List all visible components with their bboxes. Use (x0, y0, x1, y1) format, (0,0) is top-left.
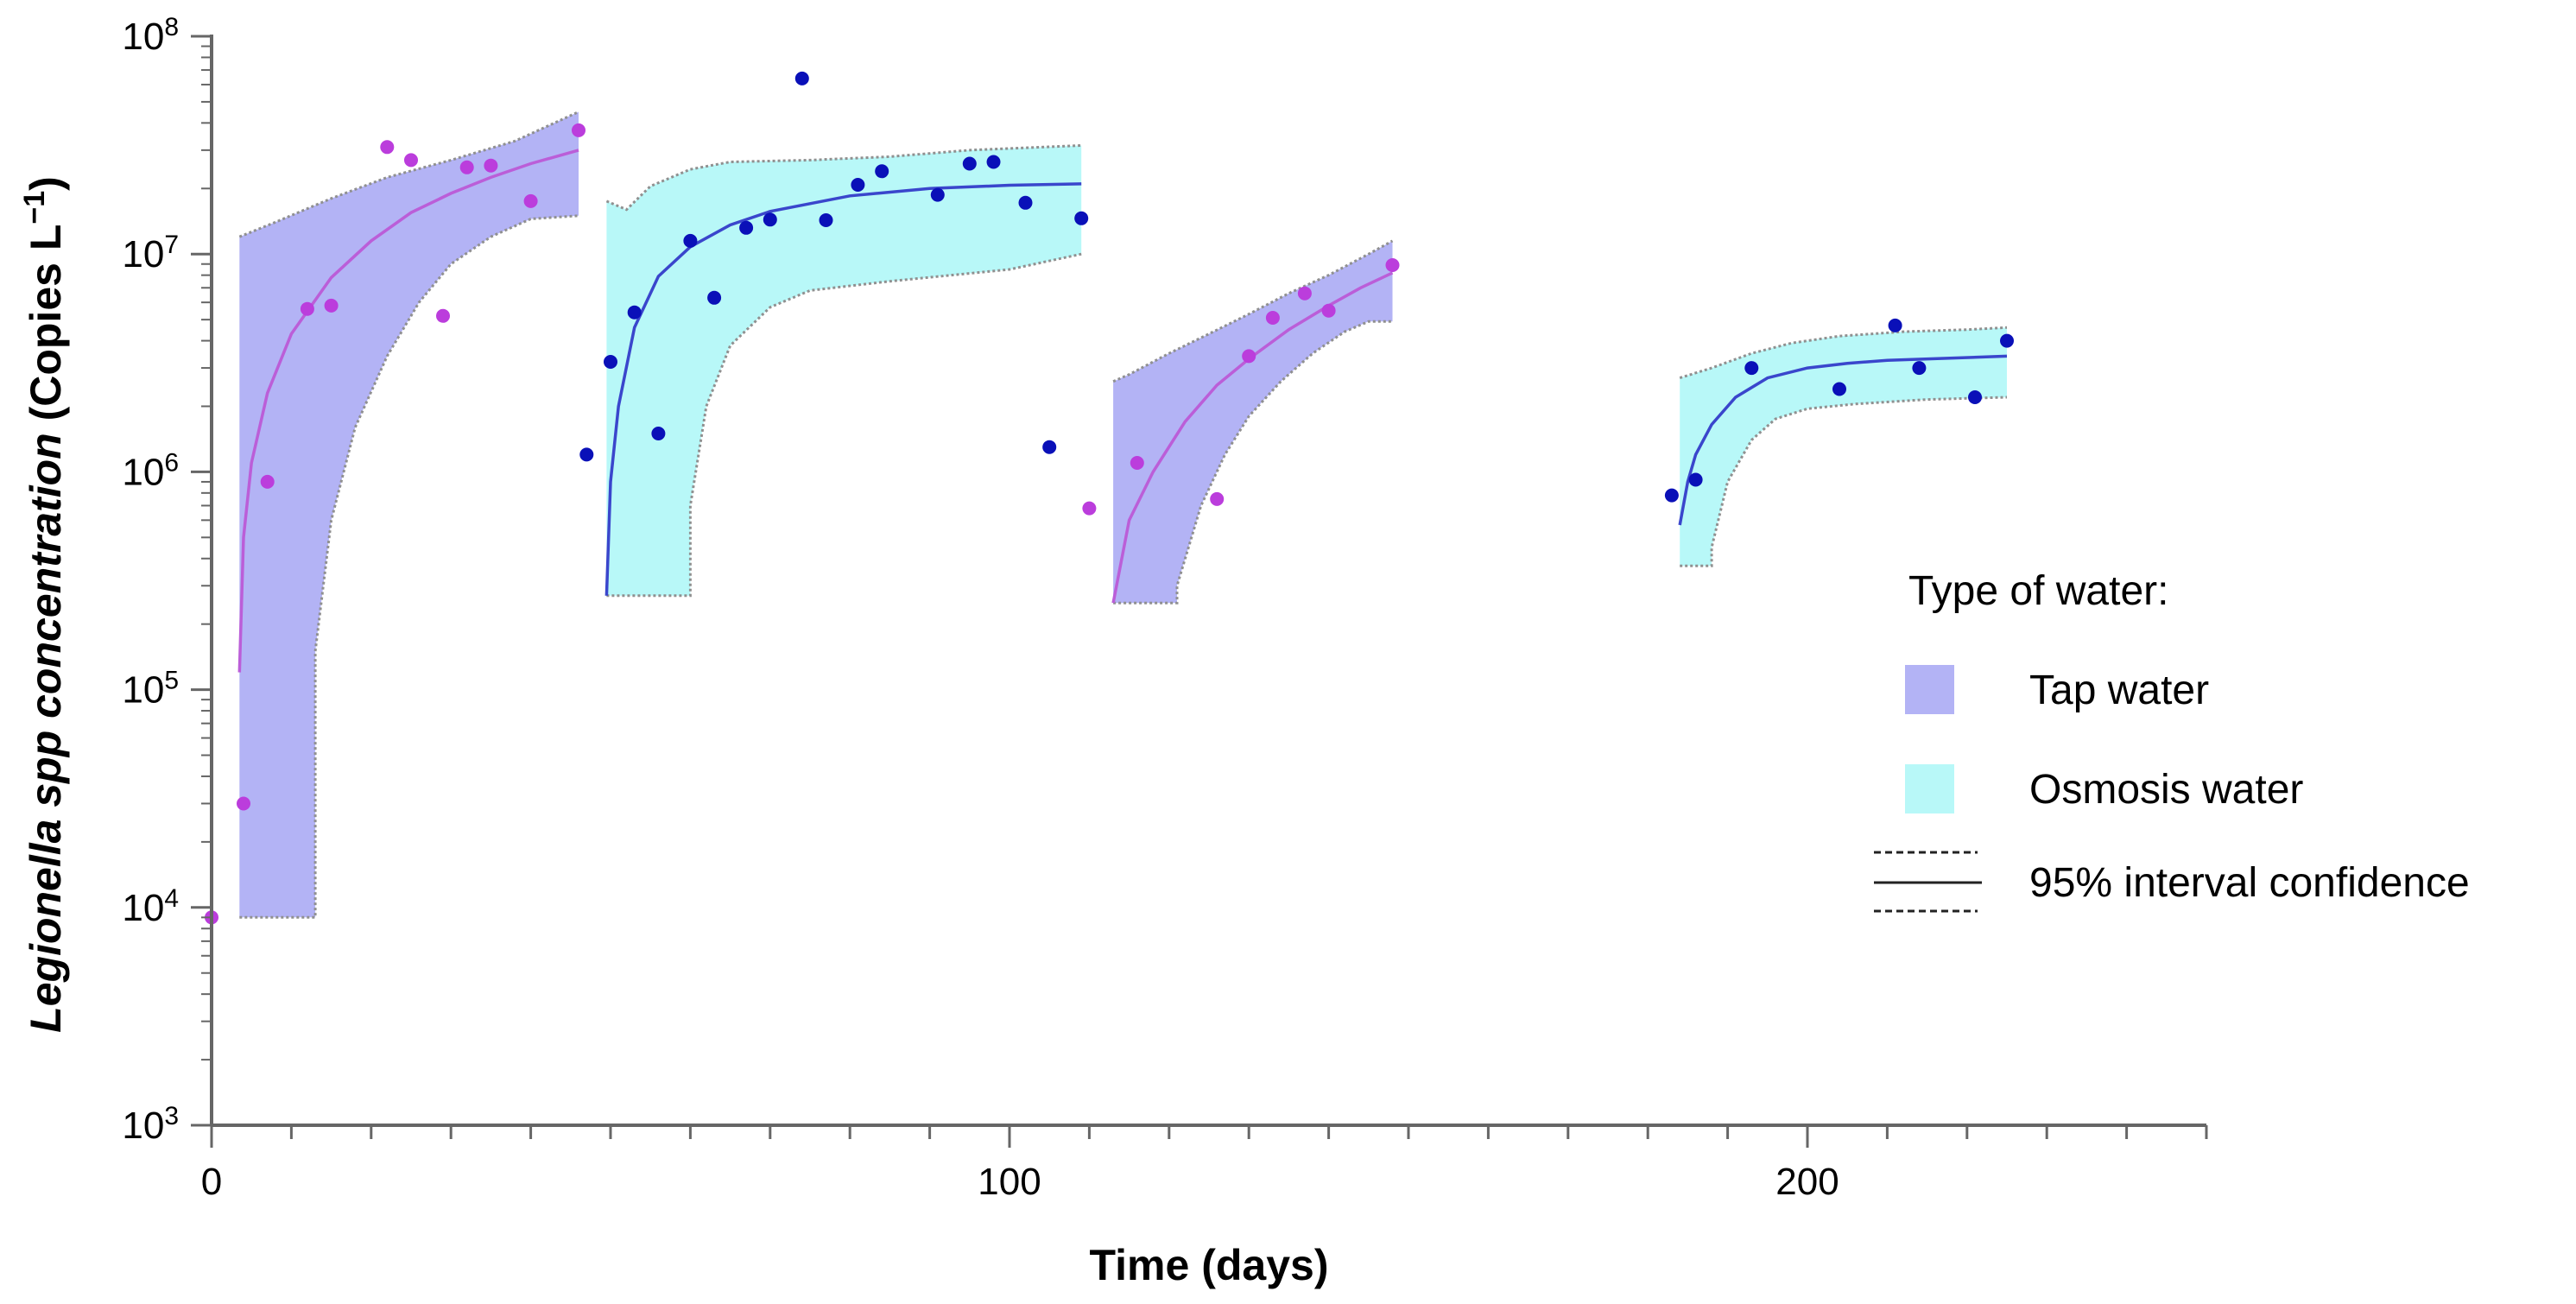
data-point-osmosis-1-7 (763, 212, 777, 227)
data-point-tap-0-3 (300, 301, 314, 316)
y-tick-label: 104 (122, 883, 179, 929)
y-tick-label: 106 (122, 448, 179, 494)
legend-label-ci: 95% interval confidence (2029, 860, 2470, 906)
confidence-band-osmosis-1 (606, 145, 1082, 596)
legend-title: Type of water: (1908, 568, 2168, 614)
data-point-tap-0-8 (459, 160, 474, 174)
legend-swatch-osmosis (1905, 764, 1954, 813)
data-point-osmosis-1-6 (739, 220, 754, 235)
fit-curve-osmosis-3 (1678, 354, 2008, 526)
fit-curve-tap-0 (237, 149, 579, 673)
confidence-band-tap-0 (239, 111, 579, 918)
legend-swatch-tap (1905, 665, 1954, 714)
data-point-tap-0-2 (260, 474, 275, 489)
y-tick-label: 105 (122, 666, 179, 712)
data-points (205, 71, 2014, 925)
data-point-tap-2-3 (1242, 349, 1256, 364)
data-point-osmosis-1-13 (962, 156, 977, 171)
data-point-tap-2-6 (1321, 303, 1336, 318)
fit-curve-osmosis-1 (604, 182, 1082, 596)
ci-upper-osmosis-1 (605, 144, 1082, 212)
data-point-osmosis-1-5 (707, 290, 722, 305)
data-point-osmosis-3-0 (1664, 488, 1679, 503)
data-point-tap-0-5 (380, 140, 395, 155)
ci-lower-osmosis-3 (1680, 396, 2008, 567)
fit-curve-tap-2 (1111, 271, 1394, 604)
data-point-osmosis-1-14 (986, 155, 1001, 169)
data-point-tap-0-1 (237, 796, 250, 811)
y-axis-title-sup: −1 (18, 191, 51, 225)
data-point-tap-0-9 (484, 158, 498, 173)
data-point-osmosis-1-16 (1042, 440, 1057, 454)
data-point-tap-2-7 (1385, 258, 1400, 272)
data-point-osmosis-1-17 (1074, 211, 1089, 225)
data-point-osmosis-1-9 (819, 213, 833, 227)
y-tick-label: 103 (122, 1102, 179, 1148)
x-tick-label: 200 (1775, 1161, 1839, 1203)
data-point-tap-0-4 (324, 298, 339, 313)
y-tick-label: 108 (122, 13, 179, 59)
data-point-tap-2-1 (1130, 456, 1144, 470)
y-tick-label: 107 (122, 231, 179, 276)
legend-label-tap: Tap water (2029, 668, 2209, 713)
data-point-osmosis-1-10 (851, 178, 865, 192)
data-point-osmosis-3-4 (1888, 318, 1902, 332)
ci-upper-tap-0 (238, 111, 579, 238)
confidence-bands (239, 111, 2007, 918)
confidence-band-tap-2 (1113, 240, 1393, 604)
legend: Type of water: Tap water Osmosis water 9… (1874, 568, 2470, 913)
data-point-osmosis-1-8 (794, 71, 809, 85)
axes: 0 100 200 103 104 105 106 107 108 (122, 13, 2208, 1203)
data-point-tap-2-4 (1265, 311, 1280, 325)
ci-lower-tap-2 (1113, 320, 1393, 605)
data-point-osmosis-1-4 (683, 233, 698, 248)
data-point-osmosis-3-3 (1832, 382, 1846, 396)
data-point-osmosis-3-5 (1912, 361, 1927, 376)
y-axis-title: Legionella spp concentration (Copies L−1… (18, 176, 70, 1033)
legend-label-osmosis: Osmosis water (2029, 767, 2303, 813)
data-point-osmosis-1-15 (1018, 195, 1033, 210)
ci-upper-tap-2 (1112, 239, 1394, 383)
data-point-osmosis-1-0 (579, 447, 594, 462)
data-point-osmosis-1-1 (604, 355, 617, 369)
data-point-tap-0-6 (404, 153, 418, 168)
confidence-band-osmosis-3 (1680, 327, 2007, 567)
data-point-osmosis-3-6 (1968, 390, 1982, 404)
data-point-osmosis-1-2 (627, 305, 642, 320)
x-tick-label: 100 (978, 1161, 1041, 1203)
data-point-osmosis-1-12 (930, 187, 945, 202)
y-axis-title-unit: (Copies L (22, 225, 70, 434)
y-axis-title-italic: Legionella spp concentration (22, 433, 70, 1033)
data-point-osmosis-1-11 (875, 164, 889, 179)
data-point-tap-0-7 (436, 308, 450, 323)
ci-upper-osmosis-3 (1679, 326, 2008, 380)
y-axis-title-close: ) (22, 176, 70, 191)
x-tick-label: 0 (201, 1161, 222, 1203)
data-point-tap-2-0 (1082, 501, 1097, 516)
data-point-osmosis-1-3 (651, 427, 666, 440)
data-point-tap-0-11 (572, 123, 585, 137)
data-point-osmosis-3-7 (2000, 333, 2014, 348)
data-point-tap-2-5 (1297, 286, 1312, 301)
data-point-tap-2-2 (1210, 491, 1225, 506)
ci-lower-tap-0 (239, 214, 579, 919)
data-point-osmosis-3-2 (1744, 361, 1759, 376)
fit-curves (237, 149, 2008, 673)
data-point-osmosis-3-1 (1688, 472, 1703, 487)
data-point-tap-0-10 (523, 193, 538, 208)
confidence-bounds (238, 111, 2008, 919)
x-axis-title: Time (days) (1090, 1241, 1329, 1289)
